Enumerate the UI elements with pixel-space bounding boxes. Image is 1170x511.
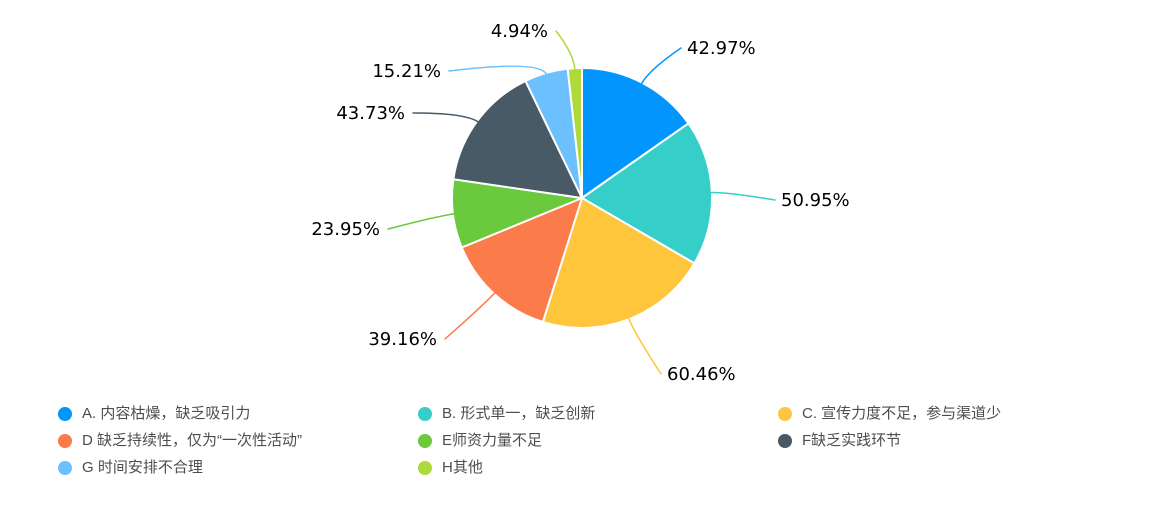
legend-label: B. 形式单一，缺乏创新 bbox=[442, 405, 596, 422]
pct-label-d: 39.16% bbox=[368, 329, 437, 350]
pct-label-g: 15.21% bbox=[372, 61, 441, 82]
legend-item-a[interactable]: A. 内容枯燥，缺乏吸引力 bbox=[58, 401, 418, 427]
legend-dot-icon bbox=[778, 434, 792, 448]
legend-item-b[interactable]: B. 形式单一，缺乏创新 bbox=[418, 401, 778, 427]
legend-item-h[interactable]: H其他 bbox=[418, 455, 778, 481]
legend-dot-icon bbox=[58, 434, 72, 448]
legend-label: C. 宣传力度不足，参与渠道少 bbox=[802, 405, 1002, 422]
pie-chart: 42.97% 50.95% 60.46% 39.16% 23.95% 43.73% 15.2… bbox=[311, 21, 849, 385]
pct-label-a: 42.97% bbox=[687, 38, 756, 59]
pct-label-f: 43.73% bbox=[336, 103, 405, 124]
label-line-d bbox=[444, 291, 497, 340]
label-line-a bbox=[640, 47, 682, 86]
chart-legend: A. 内容枯燥，缺乏吸引力 B. 形式单一，缺乏创新 C. 宣传力度不足，参与渠道少… bbox=[58, 401, 1001, 481]
legend-label: D 缺乏持续性，仅为“一次性活动” bbox=[82, 432, 302, 449]
pct-label-h: 4.94% bbox=[491, 21, 548, 42]
legend-item-g[interactable]: G 时间安排不合理 bbox=[58, 455, 418, 481]
legend-item-d[interactable]: D 缺乏持续性，仅为“一次性活动” bbox=[58, 428, 418, 454]
legend-item-e[interactable]: E师资力量不足 bbox=[418, 428, 778, 454]
legend-item-f[interactable]: F缺乏实践环节 bbox=[778, 428, 1001, 454]
label-lines-group bbox=[387, 30, 776, 375]
pct-label-b: 50.95% bbox=[781, 190, 850, 211]
legend-dot-icon bbox=[58, 461, 72, 475]
label-line-f bbox=[412, 112, 480, 124]
legend-label: E师资力量不足 bbox=[442, 432, 543, 449]
label-line-g bbox=[448, 65, 548, 76]
pct-labels-group: 42.97% 50.95% 60.46% 39.16% 23.95% 43.73% 15.2… bbox=[311, 21, 849, 385]
legend-dot-icon bbox=[418, 434, 432, 448]
legend-label: F缺乏实践环节 bbox=[802, 432, 902, 449]
legend-item-c[interactable]: C. 宣传力度不足，参与渠道少 bbox=[778, 401, 1001, 427]
legend-dot-icon bbox=[58, 407, 72, 421]
legend-dot-icon bbox=[778, 407, 792, 421]
pct-label-e: 23.95% bbox=[311, 219, 380, 240]
legend-label: H其他 bbox=[442, 459, 483, 476]
label-line-h bbox=[555, 30, 576, 71]
pct-label-c: 60.46% bbox=[667, 364, 736, 385]
legend-label: A. 内容枯燥，缺乏吸引力 bbox=[82, 405, 251, 422]
legend-dot-icon bbox=[418, 461, 432, 475]
label-line-c bbox=[627, 316, 662, 375]
pie-slices-group bbox=[451, 67, 713, 329]
legend-dot-icon bbox=[418, 407, 432, 421]
label-line-e bbox=[387, 212, 456, 230]
label-line-b bbox=[709, 191, 776, 201]
legend-label: G 时间安排不合理 bbox=[82, 459, 203, 476]
